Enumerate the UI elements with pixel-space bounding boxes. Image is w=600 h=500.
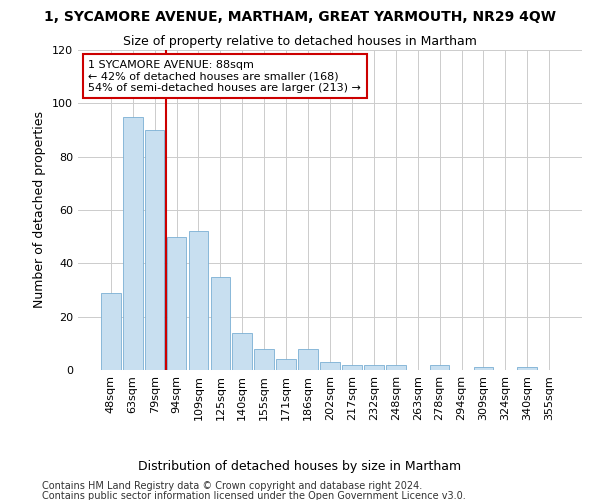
Bar bbox=[254, 348, 274, 370]
Bar bbox=[167, 236, 187, 370]
Text: Contains public sector information licensed under the Open Government Licence v3: Contains public sector information licen… bbox=[42, 491, 466, 500]
Y-axis label: Number of detached properties: Number of detached properties bbox=[34, 112, 46, 308]
Text: 1, SYCAMORE AVENUE, MARTHAM, GREAT YARMOUTH, NR29 4QW: 1, SYCAMORE AVENUE, MARTHAM, GREAT YARMO… bbox=[44, 10, 556, 24]
Bar bbox=[276, 360, 296, 370]
Text: Contains HM Land Registry data © Crown copyright and database right 2024.: Contains HM Land Registry data © Crown c… bbox=[42, 481, 422, 491]
Bar bbox=[101, 292, 121, 370]
Bar bbox=[145, 130, 164, 370]
Bar bbox=[298, 348, 318, 370]
Bar bbox=[364, 364, 384, 370]
Bar bbox=[320, 362, 340, 370]
Bar bbox=[232, 332, 252, 370]
Bar bbox=[386, 364, 406, 370]
Text: Size of property relative to detached houses in Martham: Size of property relative to detached ho… bbox=[123, 35, 477, 48]
Text: 1 SYCAMORE AVENUE: 88sqm
← 42% of detached houses are smaller (168)
54% of semi-: 1 SYCAMORE AVENUE: 88sqm ← 42% of detach… bbox=[88, 60, 361, 93]
Bar bbox=[211, 276, 230, 370]
Bar bbox=[473, 368, 493, 370]
Bar bbox=[188, 232, 208, 370]
Bar bbox=[342, 364, 362, 370]
Bar bbox=[517, 368, 537, 370]
Text: Distribution of detached houses by size in Martham: Distribution of detached houses by size … bbox=[139, 460, 461, 473]
Bar bbox=[430, 364, 449, 370]
Bar bbox=[123, 116, 143, 370]
